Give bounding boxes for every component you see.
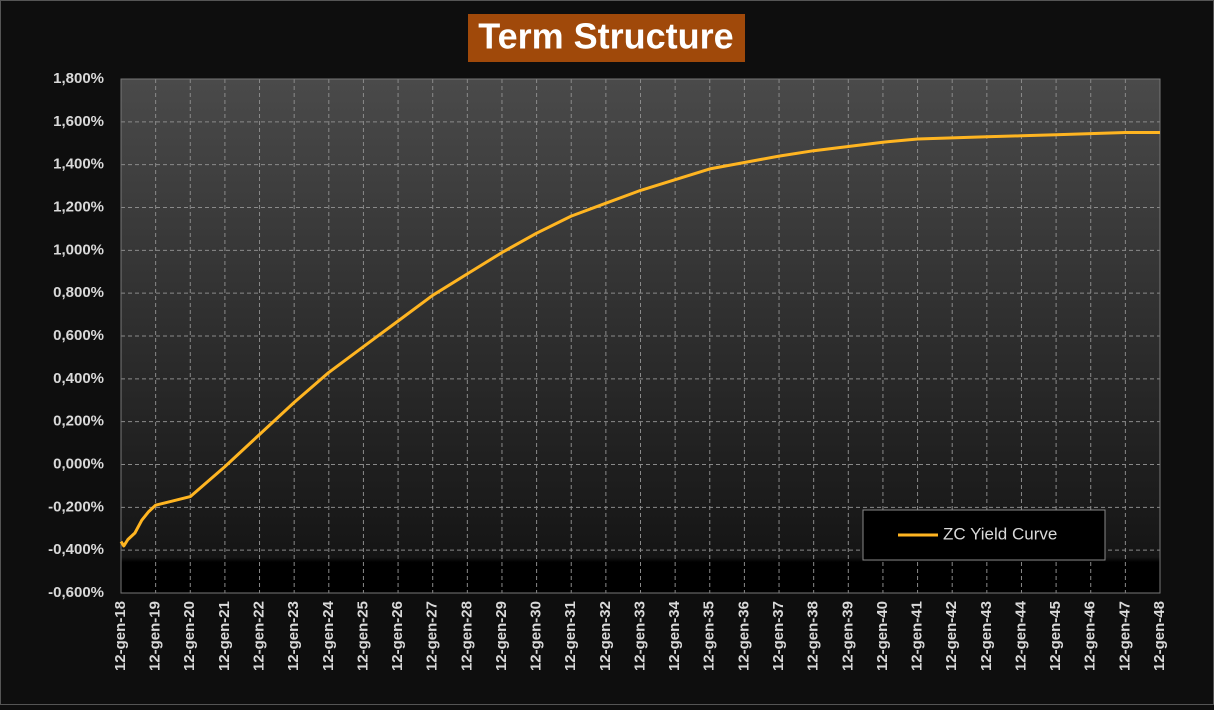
x-tick-label: 12-gen-30 — [528, 601, 545, 671]
x-tick-label: 12-gen-38 — [805, 601, 822, 671]
y-tick-label: 0,800% — [53, 284, 104, 301]
y-tick-label: 0,200% — [53, 413, 104, 430]
x-tick-label: 12-gen-41 — [909, 601, 926, 671]
y-tick-label: -0,400% — [48, 541, 104, 558]
x-tick-label: 12-gen-35 — [701, 601, 718, 671]
y-tick-label: 0,000% — [53, 455, 104, 472]
x-tick-label: 12-gen-18 — [112, 601, 129, 671]
y-tick-label: 1,400% — [53, 156, 104, 173]
legend-label: ZC Yield Curve — [943, 524, 1057, 543]
x-tick-label: 12-gen-32 — [597, 601, 614, 671]
x-tick-label: 12-gen-36 — [735, 601, 752, 671]
x-tick-label: 12-gen-19 — [147, 601, 164, 671]
x-tick-label: 12-gen-20 — [181, 601, 198, 671]
legend: ZC Yield Curve — [862, 509, 1106, 561]
x-tick-label: 12-gen-48 — [1151, 601, 1168, 671]
x-tick-label: 12-gen-40 — [874, 601, 891, 671]
y-tick-label: 0,600% — [53, 327, 104, 344]
y-tick-label: 1,800% — [53, 70, 104, 87]
x-tick-label: 12-gen-39 — [839, 601, 856, 671]
x-tick-label: 12-gen-44 — [1012, 600, 1029, 671]
x-tick-label: 12-gen-26 — [389, 601, 406, 671]
plot-border — [120, 78, 1161, 594]
y-tick-label: 1,000% — [53, 241, 104, 258]
x-tick-label: 12-gen-37 — [770, 601, 787, 671]
y-tick-label: 1,200% — [53, 198, 104, 215]
x-tick-label: 12-gen-45 — [1047, 601, 1064, 671]
y-tick-label: 1,600% — [53, 113, 104, 130]
x-tick-label: 12-gen-25 — [354, 601, 371, 671]
x-tick-label: 12-gen-22 — [251, 601, 268, 671]
x-tick-label: 12-gen-34 — [666, 600, 683, 671]
x-tick-label: 12-gen-42 — [943, 601, 960, 671]
x-tick-label: 12-gen-29 — [493, 601, 510, 671]
x-tick-label: 12-gen-31 — [562, 601, 579, 671]
y-tick-label: -0,200% — [48, 498, 104, 515]
y-tick-label: 0,400% — [53, 370, 104, 387]
y-tick-label: -0,600% — [48, 584, 104, 601]
x-tick-label: 12-gen-21 — [216, 601, 233, 671]
x-tick-label: 12-gen-43 — [978, 601, 995, 671]
x-tick-label: 12-gen-33 — [631, 601, 648, 671]
x-tick-label: 12-gen-27 — [424, 601, 441, 671]
title-background — [468, 14, 745, 62]
data-line — [119, 131, 1160, 548]
chart-title: Term Structure — [478, 16, 733, 57]
x-tick-label: 12-gen-28 — [458, 601, 475, 671]
x-tick-label: 12-gen-24 — [320, 600, 337, 671]
x-tick-label: 12-gen-47 — [1116, 601, 1133, 671]
x-tick-label: 12-gen-46 — [1082, 601, 1099, 671]
x-tick-label: 12-gen-23 — [285, 601, 302, 671]
